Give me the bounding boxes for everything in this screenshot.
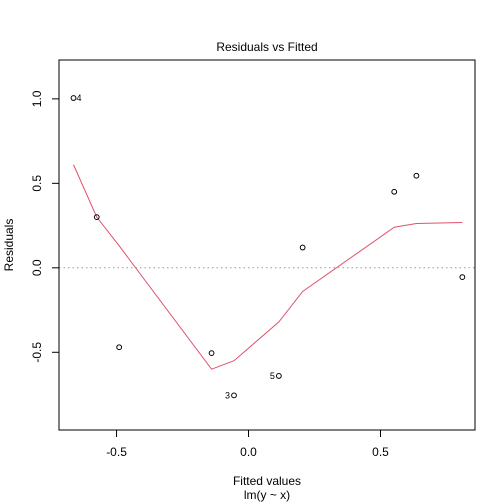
- x-axis-sublabel: lm(y ~ x): [244, 488, 290, 502]
- point-label: 4: [77, 93, 82, 103]
- point-label: 3: [225, 390, 230, 400]
- axes: -0.5 0.0 0.5 -0.5 0.0 0.5 1.0: [30, 90, 389, 459]
- data-point: [413, 172, 420, 179]
- chart-title: Residuals vs Fitted: [216, 40, 317, 54]
- data-point: [116, 344, 123, 351]
- y-tick-label: 1.0: [30, 90, 44, 107]
- data-point: [231, 392, 237, 399]
- data-point: [391, 188, 398, 195]
- plot-frame: [58, 59, 476, 431]
- data-point: [459, 274, 466, 281]
- x-tick-label: 0.0: [240, 445, 257, 459]
- data-point: [208, 350, 215, 357]
- x-tick-label: 0.5: [372, 445, 389, 459]
- points: 4 3 5: [70, 93, 466, 400]
- x-axis-label: Fitted values: [233, 474, 301, 488]
- data-point: [275, 373, 282, 379]
- y-tick-label: 0.0: [30, 259, 44, 276]
- smoother-line: [73, 164, 463, 370]
- y-axis-label: Residuals: [2, 219, 16, 272]
- point-label: 5: [270, 371, 275, 381]
- x-tick-label: -0.5: [106, 445, 127, 459]
- data-point: [93, 214, 100, 221]
- data-point: [299, 244, 306, 251]
- y-tick-label: 0.5: [30, 175, 44, 192]
- y-tick-label: -0.5: [30, 342, 44, 363]
- data-point: [70, 95, 77, 101]
